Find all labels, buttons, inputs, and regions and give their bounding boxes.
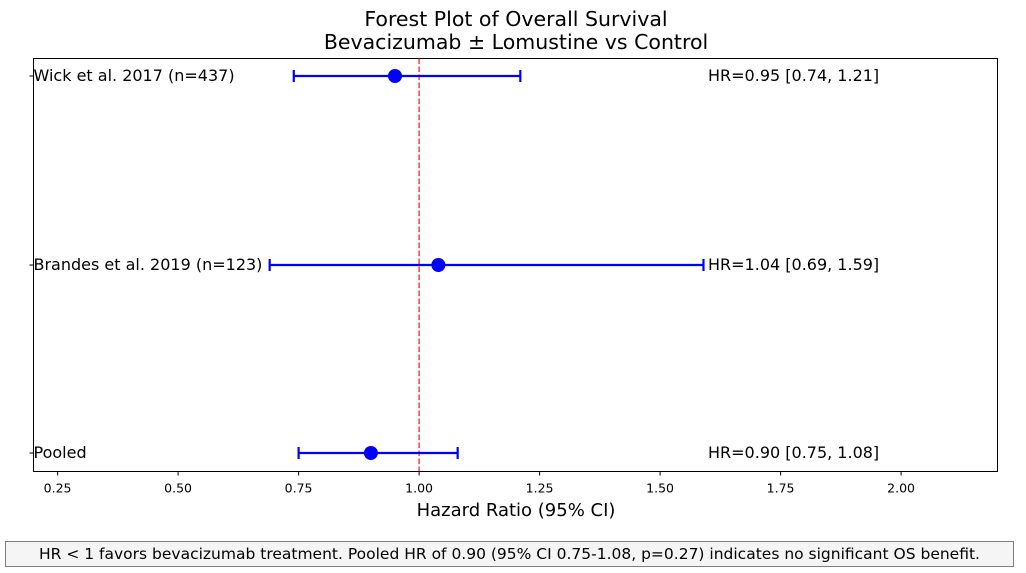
x-axis-label: Hazard Ratio (95% CI) xyxy=(417,500,616,521)
x-tick-label: 0.25 xyxy=(44,481,72,496)
hr-annotation: HR=0.95 [0.74, 1.21] xyxy=(708,66,879,85)
study-label: Brandes et al. 2019 (n=123) xyxy=(34,255,263,274)
caption-box: HR < 1 favors bevacizumab treatment. Poo… xyxy=(5,541,1014,567)
chart-title: Forest Plot of Overall Survival xyxy=(364,7,667,31)
x-tick-label: 0.50 xyxy=(164,481,192,496)
hr-annotation: HR=1.04 [0.69, 1.59] xyxy=(708,255,879,274)
hr-point xyxy=(431,258,446,272)
x-tick-label: 1.00 xyxy=(405,481,433,496)
hr-annotation: HR=0.90 [0.75, 1.08] xyxy=(708,443,879,462)
study-label: Pooled xyxy=(34,443,87,462)
chart-marks: 0.25 0.50 0.75 1.00 1.25 1.50 1.75 2.00 Wick et … xyxy=(29,58,915,496)
chart-subtitle: Bevacizumab ± Lomustine vs Control xyxy=(324,30,708,54)
x-tick-label: 2.00 xyxy=(887,481,915,496)
hr-point xyxy=(388,69,402,83)
x-tick-label: 1.25 xyxy=(526,481,554,496)
x-tick-label: 0.75 xyxy=(285,481,313,496)
x-tick-label: 1.75 xyxy=(767,481,795,496)
hr-point xyxy=(363,446,378,460)
study-label: Wick et al. 2017 (n=437) xyxy=(34,66,235,85)
x-tick-label: 1.50 xyxy=(646,481,674,496)
